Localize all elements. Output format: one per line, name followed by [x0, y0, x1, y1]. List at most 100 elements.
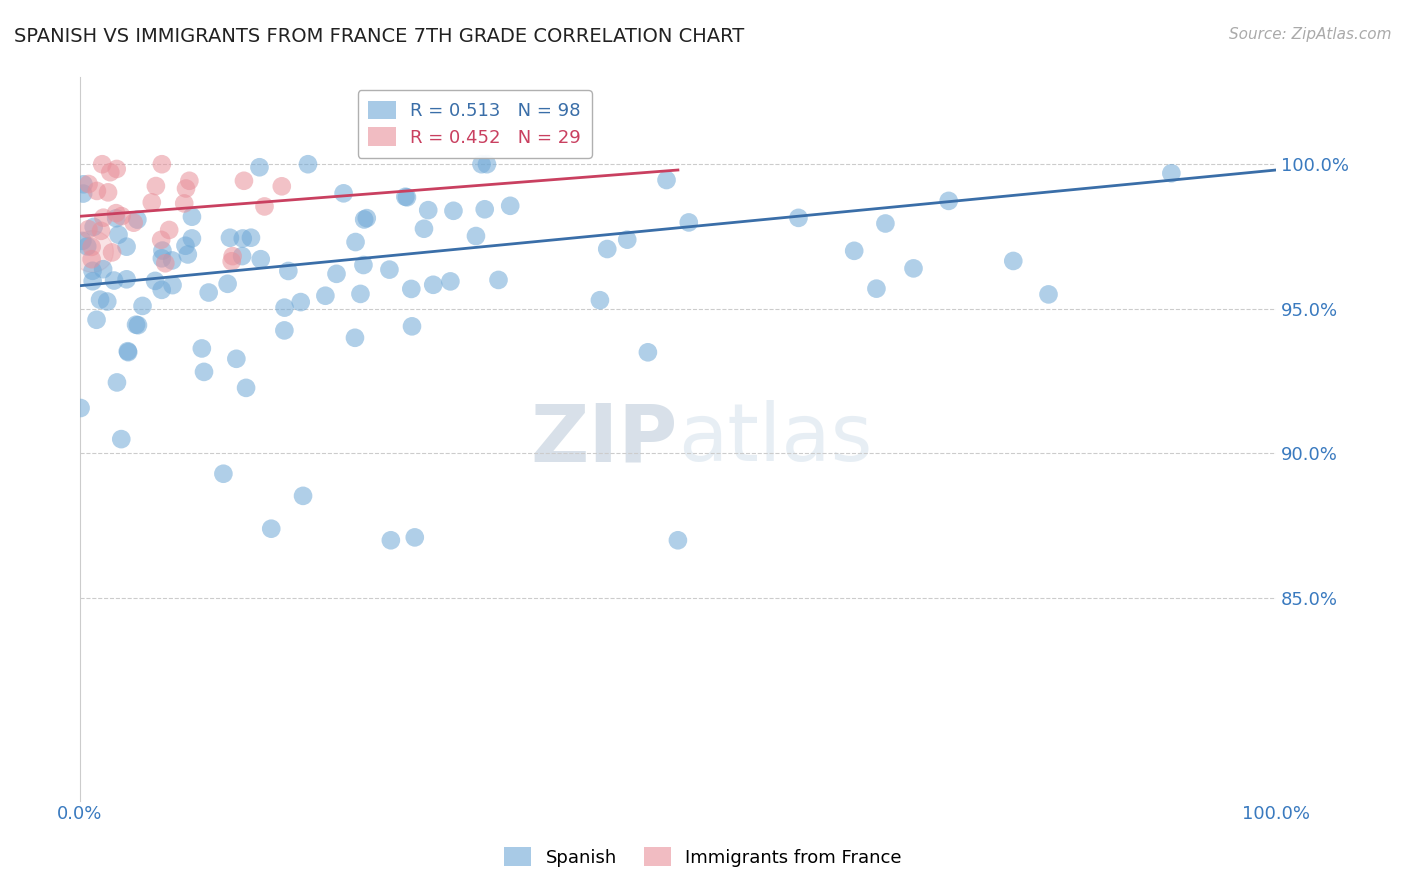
Point: [239, 230, 262, 244]
Point: [249, 252, 271, 267]
Point: [174, 181, 197, 195]
Point: [127, 318, 149, 333]
Point: [666, 533, 689, 548]
Text: atlas: atlas: [678, 400, 872, 478]
Point: [221, 249, 243, 263]
Point: [122, 216, 145, 230]
Point: [82, 264, 104, 278]
Point: [97, 186, 120, 200]
Point: [117, 344, 139, 359]
Point: [422, 277, 444, 292]
Point: [273, 323, 295, 337]
Point: [380, 533, 402, 548]
Point: [162, 278, 184, 293]
Text: ZIP: ZIP: [530, 400, 678, 478]
Point: [96, 294, 118, 309]
Point: [101, 245, 124, 260]
Point: [273, 301, 295, 315]
Point: [589, 293, 612, 308]
Point: [637, 345, 659, 359]
Point: [115, 240, 138, 254]
Point: [150, 157, 173, 171]
Point: [413, 221, 436, 235]
Point: [235, 381, 257, 395]
Point: [77, 177, 100, 191]
Point: [93, 211, 115, 225]
Point: [356, 211, 378, 226]
Point: [89, 293, 111, 307]
Point: [349, 286, 371, 301]
Point: [219, 231, 242, 245]
Point: [105, 206, 128, 220]
Point: [82, 274, 104, 288]
Point: [107, 227, 129, 242]
Point: [231, 249, 253, 263]
Point: [72, 186, 94, 201]
Point: [499, 199, 522, 213]
Point: [418, 203, 440, 218]
Point: [150, 252, 173, 266]
Point: [401, 282, 423, 296]
Point: [225, 351, 247, 366]
Point: [181, 210, 204, 224]
Point: [1002, 254, 1025, 268]
Point: [105, 376, 128, 390]
Point: [352, 258, 374, 272]
Point: [787, 211, 810, 225]
Point: [125, 318, 148, 332]
Point: [177, 247, 200, 261]
Point: [474, 202, 496, 217]
Point: [72, 178, 94, 192]
Point: [404, 530, 426, 544]
Point: [193, 365, 215, 379]
Point: [150, 233, 173, 247]
Point: [343, 331, 366, 345]
Point: [86, 184, 108, 198]
Point: [865, 282, 887, 296]
Point: [938, 194, 960, 208]
Point: [160, 253, 183, 268]
Point: [181, 231, 204, 245]
Point: [903, 261, 925, 276]
Point: [401, 319, 423, 334]
Point: [91, 262, 114, 277]
Point: [443, 203, 465, 218]
Point: [110, 432, 132, 446]
Point: [217, 277, 239, 291]
Point: [86, 312, 108, 326]
Point: [191, 342, 214, 356]
Point: [655, 173, 678, 187]
Point: [290, 295, 312, 310]
Point: [616, 233, 638, 247]
Point: [131, 299, 153, 313]
Text: Source: ZipAtlas.com: Source: ZipAtlas.com: [1229, 27, 1392, 42]
Point: [439, 274, 461, 288]
Legend: R = 0.513   N = 98, R = 0.452   N = 29: R = 0.513 N = 98, R = 0.452 N = 29: [357, 90, 592, 158]
Point: [221, 254, 243, 268]
Point: [1038, 287, 1060, 301]
Point: [72, 234, 94, 248]
Point: [103, 274, 125, 288]
Point: [91, 157, 114, 171]
Point: [270, 179, 292, 194]
Point: [475, 157, 498, 171]
Point: [110, 209, 132, 223]
Point: [83, 219, 105, 234]
Point: [1160, 166, 1182, 180]
Point: [332, 186, 354, 201]
Point: [232, 231, 254, 245]
Point: [233, 174, 256, 188]
Point: [378, 262, 401, 277]
Point: [77, 222, 100, 236]
Point: [465, 229, 488, 244]
Point: [115, 272, 138, 286]
Point: [105, 211, 128, 226]
Point: [596, 242, 619, 256]
Point: [141, 195, 163, 210]
Point: [127, 212, 149, 227]
Point: [353, 212, 375, 227]
Text: SPANISH VS IMMIGRANTS FROM FRANCE 7TH GRADE CORRELATION CHART: SPANISH VS IMMIGRANTS FROM FRANCE 7TH GR…: [14, 27, 744, 45]
Point: [80, 252, 103, 267]
Point: [145, 179, 167, 194]
Point: [173, 196, 195, 211]
